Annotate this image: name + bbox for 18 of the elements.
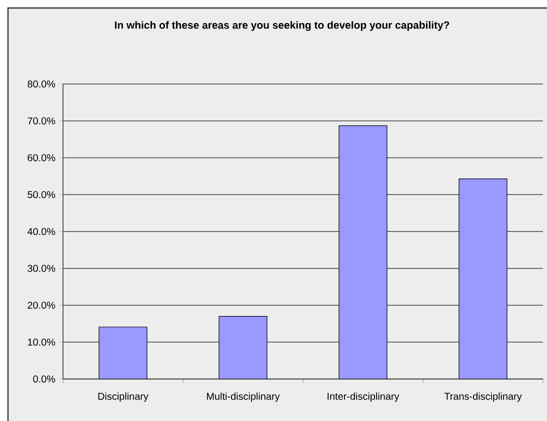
bar bbox=[338, 125, 388, 380]
x-tick-label: Multi-disciplinary bbox=[207, 392, 280, 402]
chart-title: In which of these areas are you seeking to develop your capability? bbox=[114, 21, 450, 31]
y-tick-label: 40.0% bbox=[27, 228, 56, 236]
bar bbox=[458, 178, 508, 380]
y-tick-label: 60.0% bbox=[28, 154, 56, 162]
y-tick-label: 80.0% bbox=[28, 80, 56, 88]
bar bbox=[218, 316, 268, 380]
x-tick-label: Inter-disciplinary bbox=[328, 392, 400, 402]
bar bbox=[98, 326, 148, 380]
y-tick-label: 0.0% bbox=[33, 375, 56, 383]
x-tick-label: Trans-disciplinary bbox=[444, 392, 522, 402]
y-tick-label: 10.0% bbox=[28, 338, 56, 346]
y-tick-label: 50.0% bbox=[28, 191, 56, 198]
x-tick-label: Disciplinary bbox=[98, 392, 148, 402]
y-tick-label: 30.0% bbox=[28, 264, 56, 272]
y-tick-label: 20.0% bbox=[28, 302, 56, 309]
y-tick-label: 70.0% bbox=[28, 117, 56, 124]
